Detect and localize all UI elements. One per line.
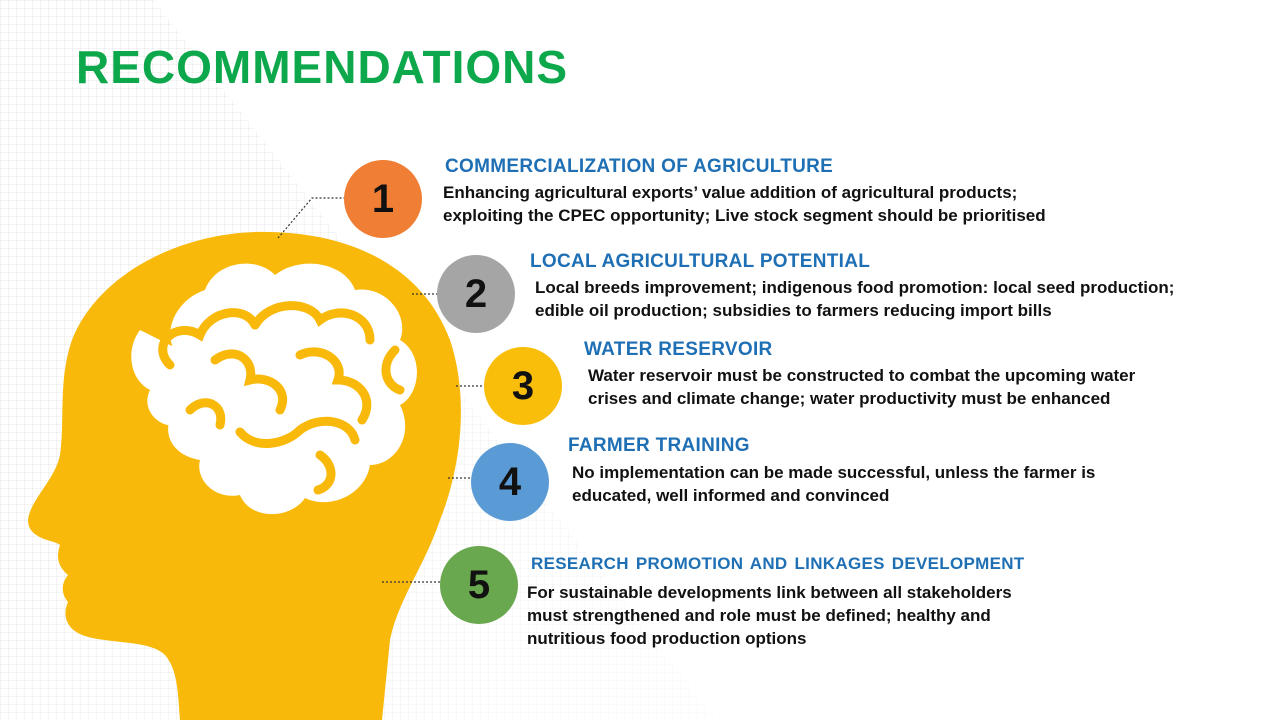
heading-water-reservoir: WATER RESERVOIR (584, 339, 773, 360)
description-line: No implementation can be made successful… (572, 463, 1096, 482)
description-research-promotion: For sustainable developments link betwee… (527, 581, 1012, 650)
connector-lines (277, 197, 486, 583)
description-commercialization: Enhancing agricultural exports’ value ad… (443, 181, 1046, 227)
description-farmer-training: No implementation can be made successful… (572, 461, 1095, 507)
heading-local-potential: LOCAL AGRICULTURAL POTENTIAL (530, 251, 871, 272)
number-circle-5: 5 (440, 546, 518, 624)
description-water-reservoir: Water reservoir must be constructed to c… (588, 364, 1135, 410)
page-title: RECOMMENDATIONS (76, 41, 569, 93)
brain-icon (158, 263, 417, 515)
description-line: must strengthened and role must be defin… (527, 606, 991, 625)
description-line: Enhancing agricultural exports’ value ad… (443, 183, 1018, 202)
description-line: nutritious food production options (527, 629, 807, 648)
description-line: exploiting the CPEC opportunity; Live st… (443, 206, 1046, 225)
number-circle-2: 2 (437, 255, 515, 333)
description-local-potential: Local breeds improvement; indigenous foo… (535, 276, 1174, 322)
heading-farmer-training: FARMER TRAINING (568, 435, 750, 456)
description-line: Local breeds improvement; indigenous foo… (535, 278, 1175, 297)
heading-commercialization: COMMERCIALIZATION OF AGRICULTURE (445, 156, 834, 177)
number-circle-1: 1 (344, 160, 422, 238)
brain-lobe-icon (131, 330, 200, 426)
description-line: crises and climate change; water product… (588, 389, 1111, 408)
number-circle-4: 4 (471, 443, 549, 521)
description-line: edible oil production; subsidies to farm… (535, 301, 1052, 320)
description-line: For sustainable developments link betwee… (527, 583, 1012, 602)
brain-folds (158, 301, 405, 495)
description-line: Water reservoir must be constructed to c… (588, 366, 1136, 385)
description-line: educated, well informed and convinced (572, 486, 890, 505)
number-circle-3: 3 (484, 347, 562, 425)
heading-research-promotion: RESEARCH PROMOTION AND LINKAGES DEVELOPM… (531, 554, 1025, 573)
